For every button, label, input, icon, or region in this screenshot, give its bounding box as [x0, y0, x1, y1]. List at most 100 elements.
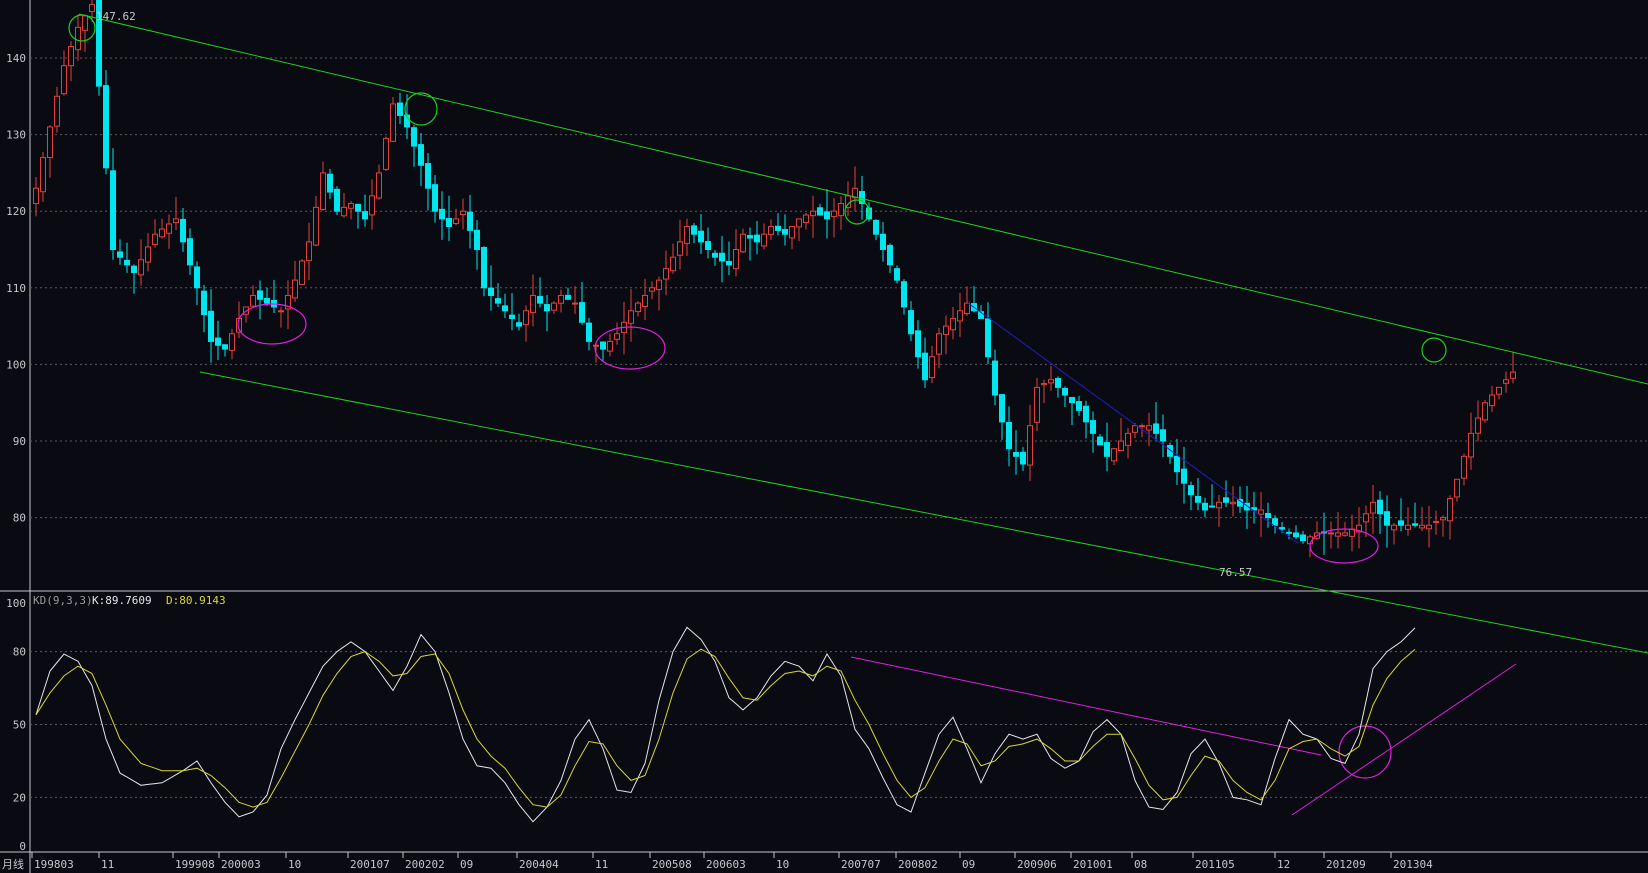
- candle-body: [803, 214, 809, 224]
- candle-body: [642, 294, 648, 307]
- candle-body: [1503, 379, 1509, 384]
- candle-body: [110, 170, 116, 251]
- candle-body: [201, 290, 207, 316]
- candle-body: [54, 95, 60, 127]
- candle-body: [1069, 396, 1075, 404]
- low-label: 76.57: [1219, 566, 1252, 579]
- candle: [1377, 491, 1383, 534]
- candle-body: [565, 294, 571, 300]
- candle: [446, 195, 452, 242]
- candle: [712, 250, 718, 266]
- candle: [894, 265, 900, 284]
- candle-body: [229, 333, 235, 351]
- candle: [747, 227, 753, 261]
- candle-body: [117, 251, 123, 258]
- candle: [383, 136, 389, 171]
- kd-k-value: K:89.7609: [92, 594, 152, 607]
- candle-body: [1188, 485, 1194, 496]
- price-tick-label: 90: [13, 435, 26, 448]
- candle: [1503, 371, 1509, 393]
- candle-body: [1027, 425, 1033, 466]
- candle-body: [957, 310, 963, 322]
- candle: [1391, 523, 1397, 545]
- candle-body: [306, 241, 312, 262]
- candle: [670, 243, 676, 274]
- candle-body: [719, 252, 725, 262]
- candle: [684, 218, 690, 257]
- candle-body: [558, 294, 564, 304]
- candle: [1482, 399, 1488, 423]
- candle-body: [1384, 511, 1390, 526]
- kd-tick-label: 0: [19, 840, 26, 853]
- candle-body: [859, 190, 865, 205]
- candle: [537, 277, 543, 308]
- candle-body: [82, 15, 88, 31]
- candle: [859, 175, 865, 220]
- candle-body: [1293, 532, 1299, 538]
- candle: [1370, 485, 1376, 534]
- candle-body: [551, 302, 557, 311]
- candle-body: [894, 268, 900, 281]
- candle-body: [215, 337, 221, 346]
- candle: [544, 294, 550, 332]
- candle-body: [705, 241, 711, 250]
- candle: [285, 280, 291, 329]
- candle: [411, 124, 417, 167]
- candle-body: [383, 137, 389, 170]
- candle: [950, 307, 956, 340]
- price-tick-label: 80: [13, 512, 26, 525]
- candle: [68, 41, 74, 82]
- candle: [1090, 411, 1096, 453]
- candle-body: [75, 26, 81, 51]
- candle: [362, 194, 368, 227]
- candle: [1468, 412, 1474, 470]
- candle: [530, 274, 536, 327]
- candle: [1097, 433, 1103, 446]
- date-tick-label: 201304: [1393, 858, 1433, 871]
- period-label: 月线: [2, 857, 24, 871]
- candle-body: [33, 187, 39, 205]
- date-tick-label: 10: [288, 858, 301, 871]
- candle-body: [1440, 517, 1446, 521]
- candle: [1433, 510, 1439, 535]
- kd-axis: 0 20 50 80 100: [6, 597, 26, 853]
- candle-body: [950, 317, 956, 331]
- date-tick-label: 201209: [1326, 858, 1366, 871]
- candle: [1412, 502, 1418, 528]
- candle-body: [880, 233, 886, 251]
- candle-body: [1090, 420, 1096, 434]
- candle: [810, 195, 816, 238]
- candle-body: [1230, 501, 1236, 505]
- candle: [1048, 366, 1054, 391]
- candle: [1440, 515, 1446, 537]
- date-tick-label: 201105: [1195, 858, 1235, 871]
- candle-body: [502, 305, 508, 312]
- candle: [1363, 505, 1369, 537]
- candle: [418, 133, 424, 187]
- candle-body: [1118, 440, 1124, 452]
- candle-body: [817, 207, 823, 216]
- date-tick-label: 200603: [706, 858, 746, 871]
- candle-body: [1048, 379, 1054, 384]
- kd-lines: [35, 626, 1416, 823]
- candle-body: [285, 294, 291, 310]
- candle: [551, 301, 557, 314]
- candle-body: [68, 46, 74, 67]
- candle-body: [257, 290, 263, 300]
- candle-body: [432, 184, 438, 212]
- candle-body: [663, 268, 669, 280]
- candle-body: [523, 310, 529, 326]
- candle: [880, 221, 886, 262]
- candle: [124, 242, 130, 273]
- candle-body: [1510, 371, 1516, 379]
- candle-body: [1377, 499, 1383, 515]
- candle-body: [460, 210, 466, 216]
- candle: [103, 70, 109, 175]
- candle: [852, 166, 858, 212]
- candle: [152, 219, 158, 248]
- candle-body: [873, 219, 879, 235]
- candle: [1216, 495, 1222, 527]
- kd-resistance-line: [850, 656, 1322, 756]
